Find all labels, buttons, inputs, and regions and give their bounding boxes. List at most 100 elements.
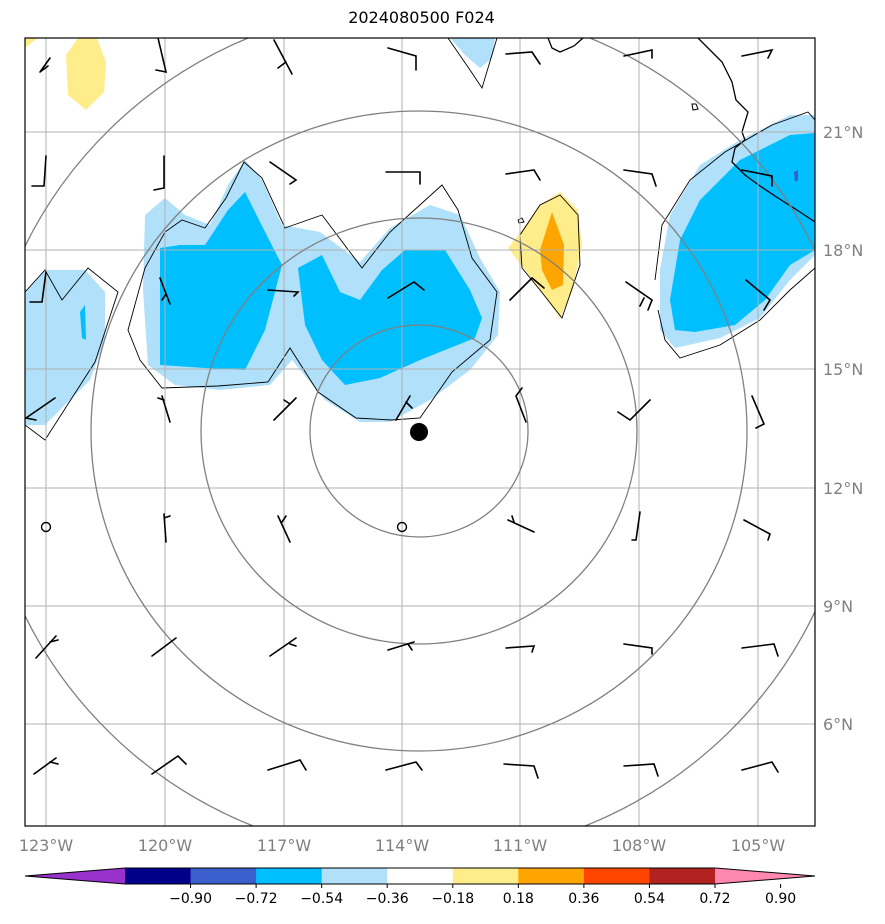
coast-island — [691, 103, 699, 111]
lat-tick-label: 12°N — [823, 479, 863, 498]
calm-wind-circle — [396, 521, 408, 533]
range-ring-3 — [90, 110, 748, 752]
plot-frame — [24, 37, 816, 827]
contour-island — [517, 217, 525, 224]
colorbar-segment — [649, 868, 716, 884]
wind-barb — [745, 279, 772, 311]
shade-blue-west — [160, 192, 282, 370]
colorbar: −0.90 −0.72 −0.54 −0.36 −0.18 0.18 0.36 0.54 0.7… — [24, 867, 816, 907]
coastline — [547, 38, 815, 223]
negative-shading — [25, 38, 815, 425]
shade-blue-central — [298, 250, 482, 385]
wind-barb — [741, 761, 779, 773]
contour-north — [447, 38, 498, 90]
shade-blue-east — [670, 133, 815, 332]
wind-barb — [387, 281, 425, 299]
wind-barb — [509, 276, 545, 301]
range-rings — [25, 38, 815, 826]
wind-barb — [385, 761, 423, 771]
lat-tick-label: 9°N — [823, 597, 853, 616]
wind-barb — [155, 38, 168, 74]
colorbar-extend-min — [25, 868, 125, 884]
wind-barb — [623, 763, 659, 777]
wind-barb — [623, 169, 657, 187]
wind-barb — [157, 395, 171, 423]
wind-barb — [505, 645, 536, 653]
shade-yellow-corner — [25, 38, 38, 48]
wind-barb — [387, 47, 417, 71]
wind-barb — [741, 643, 779, 657]
lon-tick-labels: 123°W 120°W 117°W 114°W 111°W 108°W 105°… — [19, 836, 786, 855]
wind-barb — [741, 48, 774, 59]
lat-tick-label: 6°N — [823, 715, 853, 734]
colorbar-tick-label: −0.90 — [169, 891, 212, 907]
lon-tick-label: 117°W — [257, 836, 312, 855]
colorbar-tick-label: 0.18 — [503, 891, 534, 907]
wind-barb — [625, 281, 653, 311]
wind-barb — [277, 515, 291, 543]
storm-center-marker — [410, 423, 428, 441]
wind-barb — [631, 511, 641, 541]
colorbar-extend-max — [715, 868, 815, 884]
calm-wind-circle — [40, 521, 52, 533]
shade-dark-blue-spot — [794, 170, 798, 182]
lon-tick-label: 123°W — [19, 836, 74, 855]
wind-barb — [395, 395, 413, 421]
wind-barb — [507, 515, 535, 533]
wind-barb — [273, 397, 297, 421]
wind-barbs — [25, 38, 779, 779]
shade-blue-west-edge — [80, 305, 86, 340]
colorbar-tick-label: 0.90 — [765, 891, 796, 907]
wind-barb — [39, 57, 51, 73]
colorbar-segment — [256, 868, 323, 884]
wind-barb — [617, 399, 651, 422]
wind-barb — [505, 51, 541, 65]
wind-barb — [623, 49, 653, 59]
gridlines — [25, 38, 815, 826]
contour-central — [127, 161, 498, 421]
wind-barb — [25, 397, 56, 421]
lon-tick-label: 105°W — [731, 836, 786, 855]
lon-tick-label: 111°W — [493, 836, 548, 855]
colorbar-tick-label: −0.54 — [300, 891, 343, 907]
wind-barb — [387, 641, 415, 651]
wind-barb — [743, 519, 771, 541]
shade-light-blue-north — [450, 38, 495, 68]
shade-yellow-west — [66, 38, 106, 110]
wind-barb — [267, 759, 307, 771]
wind-barb — [505, 169, 541, 181]
contour-yellow — [519, 194, 581, 319]
lon-tick-label: 120°W — [138, 836, 193, 855]
wind-barb — [741, 169, 773, 187]
wind-barb — [273, 39, 293, 75]
lat-tick-labels: 21°N 18°N 15°N 12°N 9°N 6°N — [823, 123, 863, 734]
wind-barb — [623, 643, 653, 655]
wind-barb — [31, 155, 47, 187]
wind-barb — [29, 271, 47, 303]
wind-barb — [751, 395, 766, 429]
wind-barb — [163, 513, 171, 543]
colorbar-tick-label: 0.36 — [568, 891, 599, 907]
contour-east-lower — [657, 267, 815, 359]
colorbar-tick-label: −0.72 — [235, 891, 278, 907]
lon-tick-label: 114°W — [375, 836, 430, 855]
colorbar-segment — [452, 868, 519, 884]
colorbar-tick-label: 0.72 — [699, 891, 730, 907]
positive-shading — [25, 38, 582, 318]
range-ring-1 — [309, 324, 529, 538]
wind-barb — [385, 171, 421, 185]
map-title: 2024080500 F024 — [348, 8, 495, 27]
colorbar-segment — [518, 868, 585, 884]
colorbar-tick-label: −0.36 — [366, 891, 409, 907]
contour-west — [25, 267, 119, 441]
contour-lines — [25, 38, 815, 441]
colorbar-segment — [583, 868, 650, 884]
wind-barb — [159, 277, 171, 305]
wind-barb — [33, 757, 59, 775]
lat-tick-label: 18°N — [823, 241, 863, 260]
range-ring-2 — [200, 217, 638, 645]
lat-tick-label: 15°N — [823, 360, 863, 379]
wind-barb — [269, 637, 297, 657]
colorbar-tick-label: −0.18 — [431, 891, 474, 907]
